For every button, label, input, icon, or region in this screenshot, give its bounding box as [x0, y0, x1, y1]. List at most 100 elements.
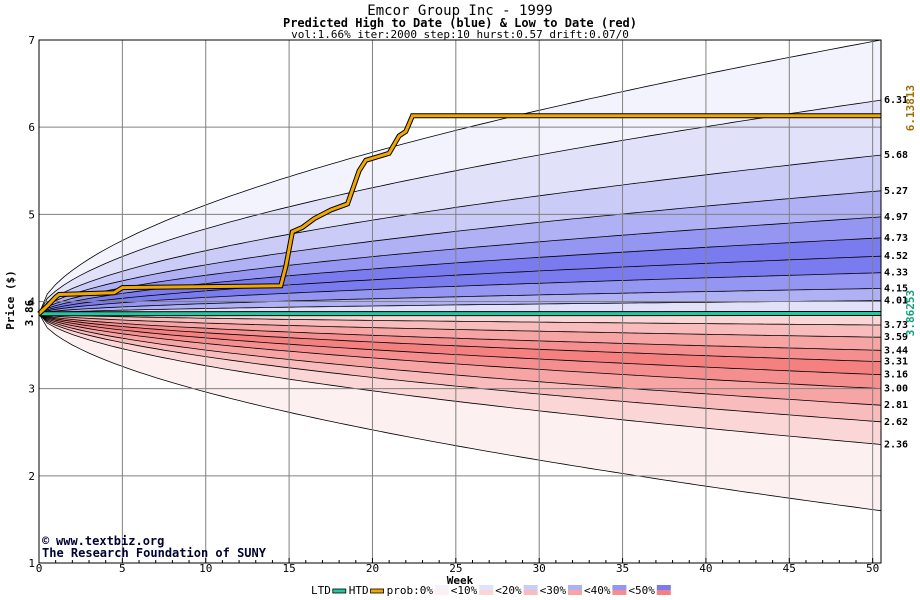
legend-bin-label: <50%	[628, 584, 655, 597]
legend-bin-label: <10%	[451, 584, 478, 597]
low-band	[39, 313, 881, 325]
legend-bin-swatch-high	[656, 585, 671, 590]
high-band	[39, 155, 881, 314]
low-band	[39, 313, 881, 338]
chart-subtitle: Predicted High to Date (blue) & Low to D…	[283, 16, 637, 30]
x-tick-label: 40	[699, 562, 712, 575]
high-quantile-line	[38, 272, 882, 315]
htd-end-label: 6.13813	[904, 85, 917, 131]
high-quantile-label: 6.31	[884, 95, 908, 106]
x-tick-label: 50	[866, 562, 879, 575]
high-quantile-line	[38, 288, 882, 315]
legend-bin-swatch-high	[568, 585, 582, 590]
x-tick-label: 35	[616, 562, 629, 575]
high-quantile-line	[38, 190, 882, 314]
legend-prob-label: prob:0%	[387, 584, 434, 597]
low-band	[39, 313, 881, 422]
high-band	[39, 216, 881, 314]
high-band	[39, 237, 881, 314]
y-tick-label: 5	[28, 208, 35, 221]
credit-url: www.textbiz.org	[56, 534, 164, 548]
credit-block: © www.textbiz.org The Research Foundatio…	[42, 534, 267, 560]
low-quantile-line	[38, 313, 882, 406]
legend-htd-swatch	[370, 588, 385, 594]
x-axis-label: Week	[447, 574, 474, 587]
y-tick-label: 4	[28, 296, 35, 309]
low-quantile-label: 3.31	[884, 357, 908, 368]
high-quantile-label: 5.27	[884, 186, 908, 197]
y-tick-label: 3	[28, 383, 35, 396]
high-quantile-label: 4.52	[884, 251, 908, 262]
plot-frame	[38, 39, 882, 564]
low-quantile-line	[38, 313, 882, 351]
y-tick-label: 2	[28, 470, 35, 483]
high-quantile-label: 4.15	[884, 283, 908, 294]
low-band	[39, 313, 881, 389]
chart-params: vol:1.66% iter:2000 step:10 hurst:0.57 d…	[291, 28, 629, 41]
x-tick-label: 5	[119, 562, 126, 575]
legend-htd-label: HTD	[349, 584, 369, 597]
low-band	[39, 313, 881, 362]
low-quantile-line	[38, 313, 882, 362]
credit-org: The Research Foundation of SUNY	[42, 546, 267, 560]
high-band	[39, 100, 881, 314]
high-quantile-label: 4.97	[884, 212, 908, 223]
low-quantile-line	[38, 313, 882, 445]
low-quantile-label: 3.73	[884, 320, 908, 331]
legend-bin-swatch-low	[568, 590, 582, 595]
low-quantile-label: 2.36	[884, 440, 908, 451]
low-quantile-line	[38, 313, 882, 376]
high-quantile-line	[38, 154, 882, 314]
low-quantile-label: 3.59	[884, 332, 908, 343]
low-quantile-label: 2.62	[884, 417, 908, 428]
legend-bin-swatch-low	[434, 590, 449, 595]
x-tick-label: 30	[533, 562, 546, 575]
legend-ltd-label: LTD	[311, 584, 331, 597]
legend-bin-label: <30%	[540, 584, 567, 597]
high-quantile-line	[38, 255, 882, 315]
high-quantile-label: 4.33	[884, 268, 908, 279]
y-tick-label: 6	[28, 121, 35, 134]
x-tick-label: 0	[36, 562, 43, 575]
legend-bin-label: <40%	[584, 584, 611, 597]
high-quantile-label: 5.68	[884, 150, 908, 161]
legend-bin-swatch-high	[523, 585, 538, 590]
high-band	[39, 256, 881, 314]
x-tick-label: 15	[282, 562, 295, 575]
legend-ltd-swatch	[332, 588, 347, 594]
legend-bin-swatch-low	[612, 590, 627, 595]
high-quantile-line	[38, 99, 882, 314]
quantile-bands	[38, 39, 882, 512]
high-quantile-label: 4.01	[884, 296, 908, 307]
legend-bin-swatch-low	[523, 590, 538, 595]
quantile-labels: 6.31 5.68 5.27 4.97 4.73 4.52 4.33 4.15 4.01 2.36…	[884, 95, 908, 450]
start-price-label: 3.86	[23, 299, 36, 326]
high-band	[39, 190, 881, 314]
ltd-end-label: 3.86253	[904, 290, 917, 336]
x-tick-label: 25	[449, 562, 462, 575]
legend: LTD HTD prob:0% <10% <20% <30% <40% <50%	[311, 584, 671, 597]
copyright-icon: ©	[42, 534, 50, 548]
legend-bin-swatch-high	[612, 585, 627, 590]
low-quantile-label: 3.00	[884, 384, 908, 395]
low-quantile-line	[38, 313, 882, 390]
low-quantile-line	[38, 313, 882, 512]
y-tick-label: 1	[28, 557, 35, 570]
htd-line	[37, 114, 881, 315]
high-band	[39, 40, 881, 314]
low-quantile-label: 3.44	[884, 345, 908, 356]
high-quantile-label: 4.73	[884, 233, 908, 244]
legend-bin-swatch-high	[434, 585, 449, 590]
low-band	[39, 313, 881, 511]
low-band	[39, 313, 881, 406]
low-quantile-line	[38, 313, 882, 423]
legend-bin-label: <20%	[495, 584, 522, 597]
low-band	[39, 313, 881, 375]
x-tick-label: 45	[783, 562, 796, 575]
low-quantile-line	[38, 313, 881, 326]
chart-title: Emcor Group Inc - 1999	[367, 3, 552, 19]
x-tick-label: 20	[366, 562, 379, 575]
high-band	[39, 272, 881, 314]
